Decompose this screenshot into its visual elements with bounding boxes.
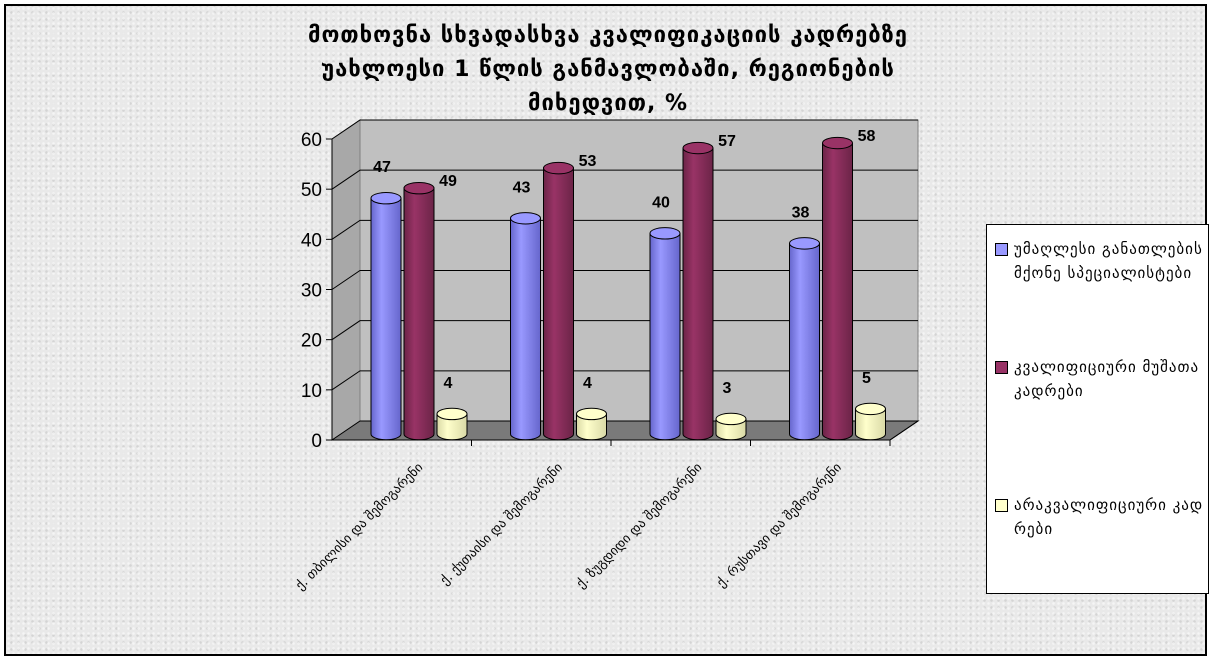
data-label: 43 xyxy=(513,179,531,196)
bar-0-1 xyxy=(510,217,541,441)
bar-2-0 xyxy=(436,413,468,441)
data-label: 53 xyxy=(579,153,597,170)
legend-label-higher-education: უმაღლესი განათლების მქონე სპეციალისტები xyxy=(1014,240,1203,282)
chart-title: მოთხოვნა სხვადასხვა კვალიფიკაციის კადრებ… xyxy=(308,23,908,116)
bar-top-0-2 xyxy=(649,227,681,240)
data-label: 4 xyxy=(583,375,592,392)
legend-item-higher-education: უმაღლესი განათლების მქონე სპეციალისტები xyxy=(995,237,1204,285)
bar-top-2-3 xyxy=(855,402,886,416)
chart-title-line-1: მოთხოვნა სხვადასხვა კვალიფიკაციის კადრებ… xyxy=(308,23,908,48)
gridline xyxy=(331,219,918,240)
bar-top-0-0 xyxy=(370,192,402,205)
bar-top-1-0 xyxy=(403,181,435,195)
y-tick-label: 40 xyxy=(301,230,322,251)
bar-top-2-1 xyxy=(576,407,607,421)
y-tick-label: 20 xyxy=(301,331,322,352)
bar-1-3 xyxy=(822,142,853,441)
data-label: 3 xyxy=(723,380,732,397)
gridline xyxy=(331,119,918,140)
y-tick-label: 10 xyxy=(301,381,322,402)
gridline xyxy=(331,270,918,290)
gridline xyxy=(331,169,918,190)
legend-label-qualified-workers: კვალიფიციური მუშათა კადრები xyxy=(1014,358,1200,400)
data-label: 5 xyxy=(862,370,871,387)
gridline xyxy=(331,370,918,391)
bar-0-2 xyxy=(649,232,681,441)
data-label: 58 xyxy=(858,128,876,145)
legend-swatch-higher-education xyxy=(995,243,1008,256)
data-label: 49 xyxy=(439,173,457,190)
legend-item-unqualified-workers: არაკვალიფიციური კადრები xyxy=(995,493,1204,541)
x-tick-label: ქ. ქუთაისი და შემოგარენი xyxy=(438,460,566,588)
bar-2-3 xyxy=(855,408,886,441)
bar-1-0 xyxy=(403,187,435,441)
y-tick-label: 0 xyxy=(311,431,322,452)
data-label: 38 xyxy=(792,204,810,221)
y-tick-label: 50 xyxy=(301,180,322,201)
bar-top-0-1 xyxy=(510,212,541,225)
data-label: 40 xyxy=(652,194,670,211)
legend-swatch-qualified-workers xyxy=(995,361,1008,374)
legend-item-qualified-workers: კვალიფიციური მუშათა კადრები xyxy=(995,355,1204,403)
legend: უმაღლესი განათლების მქონე სპეციალისტები … xyxy=(986,224,1209,594)
legend-label-unqualified-workers: არაკვალიფიციური კადრები xyxy=(1014,496,1204,538)
chart-title-line-2: უახლოესი 1 წლის განმავლობაში, რეგიონების xyxy=(321,57,895,82)
data-label: 57 xyxy=(718,133,736,150)
bar-chart: მოთხოვნა სხვადასხვა კვალიფიკაციის კადრებ… xyxy=(293,23,920,593)
data-label: 47 xyxy=(373,159,391,176)
data-label: 4 xyxy=(444,375,453,392)
bar-top-2-2 xyxy=(715,412,747,426)
chart-title-line-3: მიხედვით, % xyxy=(528,91,688,116)
bar-0-3 xyxy=(789,242,820,441)
bar-1-2 xyxy=(682,147,714,441)
chart-frame: მოთხოვნა სხვადასხვა კვალიფიკაციის კადრებ… xyxy=(4,4,1209,656)
bar-1-1 xyxy=(543,167,574,441)
x-tick-label: ქ. ზუგდიდი და შემოგარენი xyxy=(574,460,706,592)
bar-top-2-0 xyxy=(436,407,468,421)
y-tick-label: 30 xyxy=(301,281,322,302)
bar-top-0-3 xyxy=(789,237,820,250)
plot-area: 0 10 20 30 40 50 60 47 49 4 ქ. თბილისი და შემოგარე… xyxy=(293,119,920,593)
gridline xyxy=(331,320,918,341)
legend-swatch-unqualified-workers xyxy=(995,499,1008,512)
bar-top-1-3 xyxy=(822,136,853,150)
bar-2-1 xyxy=(576,413,607,441)
bar-top-1-2 xyxy=(682,141,714,155)
bar-0-0 xyxy=(370,197,402,441)
bar-top-1-1 xyxy=(543,161,574,175)
x-tick-label: ქ. თბილისი და შემოგარენი xyxy=(293,460,426,593)
x-tick-label: ქ. რუსთავი და შემოგარენი xyxy=(714,460,845,591)
y-tick-label: 60 xyxy=(301,130,322,151)
x-axis-end xyxy=(889,420,919,441)
